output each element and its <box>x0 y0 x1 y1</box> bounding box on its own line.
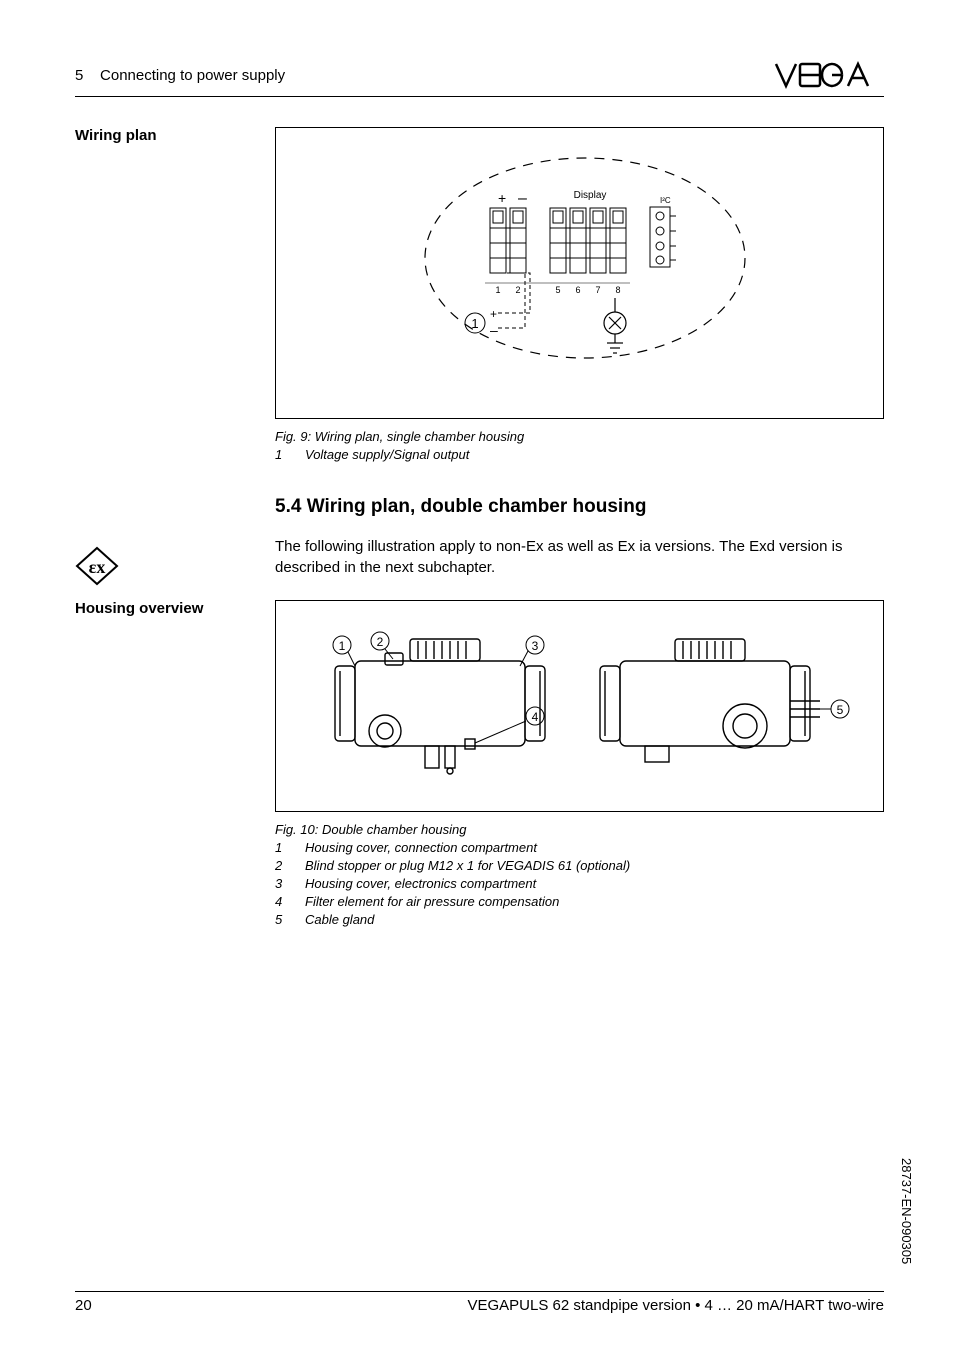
header-section-num: 5 <box>75 67 83 84</box>
fig9-legend-1-num: 1 <box>275 447 287 462</box>
fig9-legend-1: 1 Voltage supply/Signal output <box>275 447 884 462</box>
fig10-caption: Fig. 10: Double chamber housing <box>275 822 884 837</box>
fig10-legend-2: 2 Blind stopper or plug M12 x 1 for VEGA… <box>275 858 884 873</box>
footer-product: VEGAPULS 62 standpipe version • 4 … 20 m… <box>467 1297 884 1314</box>
section-5-4-heading: 5.4 Wiring plan, double chamber housing <box>275 496 884 518</box>
svg-text:+: + <box>490 307 497 321</box>
fig10-l4-text: Filter element for air pressure compensa… <box>305 894 559 909</box>
fig9-legend-1-text: Voltage supply/Signal output <box>305 447 469 462</box>
figure-9-svg: Display + – <box>390 143 770 403</box>
svg-text:5: 5 <box>555 285 560 295</box>
fig10-l5-num: 5 <box>275 912 287 927</box>
fig10-l4-num: 4 <box>275 894 287 909</box>
fig10-l3-num: 3 <box>275 876 287 891</box>
header-section-title: Connecting to power supply <box>100 67 285 84</box>
svg-text:2: 2 <box>515 285 520 295</box>
header-title: 5 Connecting to power supply <box>75 67 285 84</box>
page-header: 5 Connecting to power supply <box>75 60 884 97</box>
svg-text:I²C: I²C <box>660 196 671 205</box>
fig10-legend-4: 4 Filter element for air pressure compen… <box>275 894 884 909</box>
fig10-legend-3: 3 Housing cover, electronics compartment <box>275 876 884 891</box>
svg-text:8: 8 <box>615 285 620 295</box>
fig10-l2-text: Blind stopper or plug M12 x 1 for VEGADI… <box>305 858 630 873</box>
svg-text:5: 5 <box>836 703 843 717</box>
svg-text:1: 1 <box>495 285 500 295</box>
sidebar-housing-overview: Housing overview <box>75 600 255 617</box>
fig10-l1-num: 1 <box>275 840 287 855</box>
display-label: Display <box>573 190 606 201</box>
fig10-legend-1: 1 Housing cover, connection compartment <box>275 840 884 855</box>
svg-text:–: – <box>518 190 527 207</box>
svg-text:4: 4 <box>531 710 538 724</box>
sidebar-wiring-plan: Wiring plan <box>75 127 255 144</box>
page-number: 20 <box>75 1297 92 1314</box>
svg-text:1: 1 <box>471 316 478 331</box>
document-code: 28737-EN-090305 <box>899 1158 914 1264</box>
figure-10-box: 1 2 3 4 <box>275 600 884 812</box>
fig10-l2-num: 2 <box>275 858 287 873</box>
fig10-legend-5: 5 Cable gland <box>275 912 884 927</box>
figure-10-svg: 1 2 3 4 <box>300 611 860 801</box>
svg-text:2: 2 <box>376 635 383 649</box>
fig9-caption: Fig. 9: Wiring plan, single chamber hous… <box>275 429 884 444</box>
figure-9-box: Display + – <box>275 127 884 419</box>
vega-logo <box>774 60 884 90</box>
svg-text:+: + <box>498 190 506 206</box>
svg-text:6: 6 <box>575 285 580 295</box>
fig10-l5-text: Cable gland <box>305 912 374 927</box>
ex-icon: εx <box>75 546 255 591</box>
svg-text:7: 7 <box>595 285 600 295</box>
svg-text:εx: εx <box>89 557 106 577</box>
svg-text:–: – <box>490 322 498 338</box>
fig10-l3-text: Housing cover, electronics compartment <box>305 876 536 891</box>
fig10-l1-text: Housing cover, connection compartment <box>305 840 537 855</box>
section-5-4-body: The following illustration apply to non-… <box>275 536 884 578</box>
svg-text:3: 3 <box>531 639 538 653</box>
svg-text:1: 1 <box>338 639 345 653</box>
page-footer: 20 VEGAPULS 62 standpipe version • 4 … 2… <box>75 1291 884 1314</box>
